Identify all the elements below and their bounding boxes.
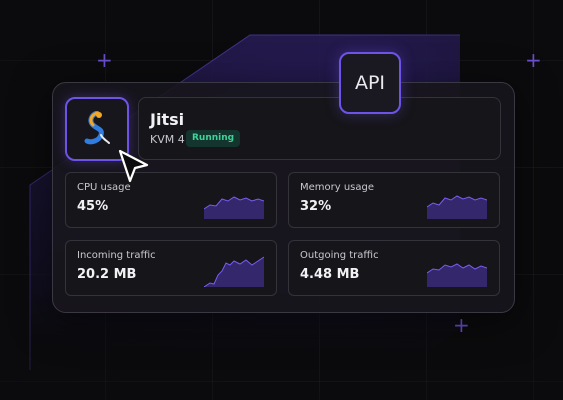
metric-label: Incoming traffic xyxy=(77,250,156,261)
metric-value: 45% xyxy=(77,199,109,214)
sparkline-chart xyxy=(427,263,487,287)
server-plan: KVM 4 xyxy=(150,133,185,146)
sparkline-chart xyxy=(427,195,487,219)
api-badge[interactable]: API xyxy=(339,52,401,114)
status-badge: Running xyxy=(186,130,241,147)
plus-decoration-icon: + xyxy=(96,48,113,72)
plus-decoration-icon: + xyxy=(453,313,470,337)
metric-value: 4.48 MB xyxy=(300,267,360,282)
metric-label: CPU usage xyxy=(77,182,131,193)
metric-value: 32% xyxy=(300,199,332,214)
metric-incoming-traffic[interactable]: Incoming traffic 20.2 MB xyxy=(65,240,277,296)
sparkline-chart xyxy=(204,196,264,219)
sparkline-chart xyxy=(204,256,264,287)
server-header[interactable]: Jitsi KVM 4 Running xyxy=(138,97,501,160)
metric-memory[interactable]: Memory usage 32% xyxy=(288,172,500,228)
api-label: API xyxy=(354,72,386,94)
jitsi-logo-icon xyxy=(84,111,110,145)
metric-value: 20.2 MB xyxy=(77,267,137,282)
metric-cpu[interactable]: CPU usage 45% xyxy=(65,172,277,228)
metric-label: Outgoing traffic xyxy=(300,250,379,261)
metric-label: Memory usage xyxy=(300,182,375,193)
plus-decoration-icon: + xyxy=(525,48,542,72)
metric-outgoing-traffic[interactable]: Outgoing traffic 4.48 MB xyxy=(288,240,500,296)
mouse-pointer-icon xyxy=(118,149,149,183)
app-logo-tile[interactable] xyxy=(65,97,129,161)
server-name: Jitsi xyxy=(150,110,185,129)
